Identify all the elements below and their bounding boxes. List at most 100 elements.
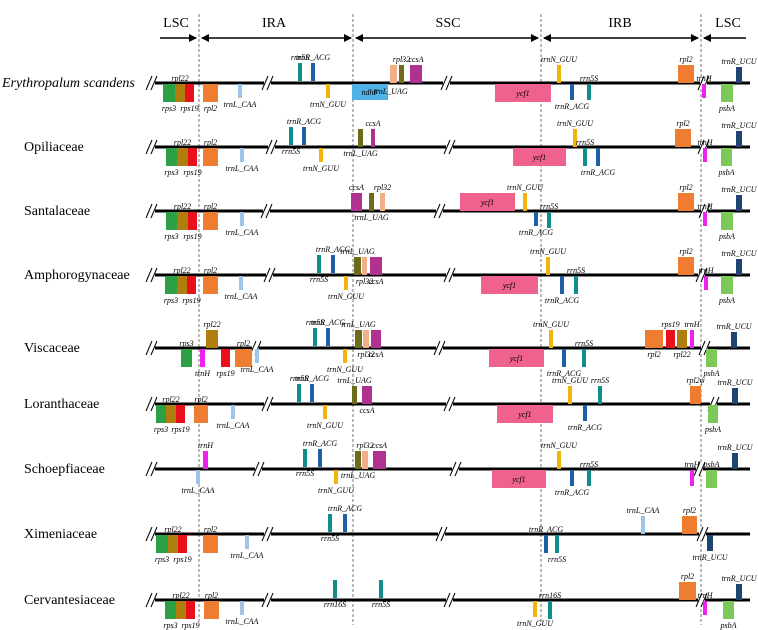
gene-label: trnR_ACG (287, 117, 321, 126)
gene-label: trnH (684, 460, 700, 469)
gene-label: rpl2 (204, 202, 217, 211)
gene-label: trnL_CAA (182, 486, 215, 495)
break-gap (446, 269, 453, 281)
gene-ycf1-block (460, 193, 515, 211)
gene-trnl-uag-block (369, 193, 374, 211)
gene-rpl22-block (177, 276, 187, 294)
gene-label: rpl32 (356, 277, 373, 286)
gene-rps3-block (166, 148, 177, 166)
break-mark (703, 340, 711, 356)
gene-label: rpl22 (673, 350, 690, 359)
gene-label: ccsA (368, 277, 383, 286)
gene-rps19-block (188, 148, 197, 166)
gene-label: trnR_ACG (519, 228, 553, 237)
gene-label: trnH (696, 74, 712, 83)
break-gap (148, 141, 155, 153)
gene-label: psbA (718, 104, 735, 113)
gene-rpl32-block (380, 193, 385, 211)
species-row: Viscaceae rps3 trnH rpl22 rps19 rpl2 trnL_CAA r… (24, 318, 753, 378)
gene-label: trnH (697, 591, 713, 600)
gene-label: trnN_GUU (541, 55, 578, 64)
gene-ccsa-block (362, 386, 372, 404)
break-mark (150, 267, 158, 283)
gene-rps19-block (221, 349, 230, 367)
gene-trnr-acg-block (534, 212, 538, 226)
break-mark (261, 396, 269, 412)
gene-trnn-guu-block (533, 601, 537, 617)
break-gap (699, 528, 706, 540)
gene-label: psbA (720, 621, 737, 630)
gene-trnr-ucu-block (732, 388, 738, 404)
gene-trnn-guu-block (334, 470, 338, 484)
gene-label: rpl22 (174, 138, 191, 147)
gene-rps3-block (166, 212, 177, 230)
gene-label: rps3 (162, 104, 176, 113)
gene-label: rps3 (163, 621, 177, 630)
gene-rpl2b-block (678, 65, 694, 83)
break-mark (433, 340, 441, 356)
gene-trnr-ucu-block (707, 535, 713, 551)
gene-label: rrn5S (282, 147, 300, 156)
gene-label: psbA (718, 232, 735, 241)
gene-label: rps19 (182, 296, 200, 305)
gene-rrn5s2-block (555, 535, 559, 553)
gene-label: trnN_GUU (318, 486, 355, 495)
break-gap (266, 269, 273, 281)
gene-label: ccsA (368, 350, 383, 359)
break-mark (698, 461, 706, 477)
gene-label: rrn5S (591, 376, 609, 385)
gene-label: rpl22 (171, 74, 188, 83)
break-mark (448, 592, 456, 608)
break-gap (148, 528, 155, 540)
gene-label: trnH (698, 266, 714, 275)
gene-rpl2b-block (682, 516, 697, 534)
gene-rrn5s2-block (587, 470, 591, 486)
gene-label: rpl2 (679, 183, 692, 192)
gene-trnl-caa-block (240, 148, 244, 162)
gene-rpl2-block (203, 148, 218, 166)
gene-trnn-guu-block (323, 405, 327, 419)
gene-trnl-caa-block (245, 535, 249, 549)
break-gap (443, 77, 450, 89)
gene-rrn5s-block (297, 384, 301, 402)
gene-ccsa-block (370, 257, 382, 275)
gene-label: ccsA (372, 441, 387, 450)
gene-label: trnL_UAG (343, 149, 377, 158)
gene-label: trnR_ACG (529, 525, 563, 534)
gene-rpl22-block (177, 212, 188, 230)
gene-label: trnL_UAG (340, 247, 374, 256)
gene-rpl32-block (390, 65, 397, 83)
break-mark (448, 396, 456, 412)
gene-label: rpl32 (357, 350, 374, 359)
species-name: Amphorogynaceae (24, 268, 130, 283)
break-gap (701, 342, 708, 354)
gene-rpl2-block (203, 212, 218, 230)
gene-label: rrn16S (539, 591, 561, 600)
gene-trnr-ucu-block (736, 131, 742, 147)
break-mark (266, 396, 274, 412)
gene-label: rps3 (164, 168, 178, 177)
gene-trnr-acg-block (331, 255, 335, 273)
gene-trnl-caa-block (240, 212, 244, 226)
gene-label: rpl2 (204, 525, 217, 534)
gene-rpl2b-block (690, 386, 701, 404)
gene-label: trnL_UAG (354, 213, 388, 222)
gene-trnl-caa-block (231, 405, 235, 419)
gene-rps19b-block (666, 330, 675, 348)
break-gap (446, 398, 453, 410)
break-gap (438, 528, 445, 540)
gene-label: rpl2 (647, 350, 660, 359)
gene-label: rrn5S (548, 555, 566, 564)
gene-label: ycf1 (515, 89, 529, 98)
gene-psba-block (706, 470, 717, 488)
species-row: Erythropalum scandens rps3 rpl22 rps19 rpl2 t… (1, 53, 758, 113)
gene-rpl32-block (363, 330, 369, 348)
break-mark (261, 592, 269, 608)
break-gap (701, 205, 708, 217)
break-mark (443, 396, 451, 412)
break-mark (448, 267, 456, 283)
gene-rps3-block (181, 349, 192, 367)
gene-ccsa-block (410, 65, 422, 83)
gene-rps19-block (188, 212, 197, 230)
gene-label: trnR_ACG (303, 439, 337, 448)
